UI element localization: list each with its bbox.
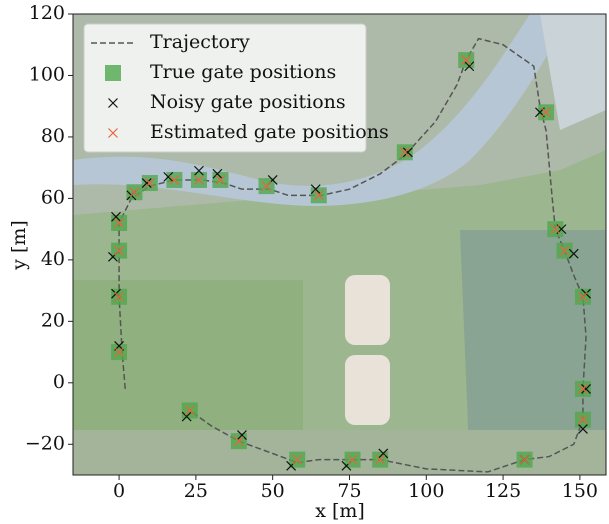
x-tick-label: 50 xyxy=(261,480,285,502)
y-tick-label: 40 xyxy=(41,248,65,270)
y-tick-label: 0 xyxy=(53,371,65,393)
x-tick-label: 0 xyxy=(113,480,125,502)
x-tick-label: 75 xyxy=(337,480,361,502)
gate-square xyxy=(105,65,121,81)
x-tick-label: 100 xyxy=(408,480,444,502)
legend: Trajectory True gate positions Noisy gate … xyxy=(84,24,389,152)
y-tick-label: 20 xyxy=(41,309,65,331)
y-tick-label: 120 xyxy=(29,2,65,24)
x-tick-label: 125 xyxy=(485,480,521,502)
x-axis-label: x [m] xyxy=(315,500,365,522)
y-axis-label: y [m] xyxy=(8,220,30,271)
x-tick-label: 150 xyxy=(562,480,598,502)
chart: x [m] y [m] 0 25 50 75 100 125 150 −20 0 20 40 60 80… xyxy=(0,0,609,524)
legend-label: True gate positions xyxy=(150,61,336,83)
legend-label: Noisy gate positions xyxy=(150,91,346,113)
y-tick-label: 80 xyxy=(41,125,65,147)
legend-label: Trajectory xyxy=(150,31,250,53)
x-tick-label: 25 xyxy=(184,480,208,502)
y-tick-label: 100 xyxy=(29,63,65,85)
legend-label: Estimated gate positions xyxy=(150,121,389,143)
y-tick-label: −20 xyxy=(25,432,65,454)
y-tick-label: 60 xyxy=(41,186,65,208)
